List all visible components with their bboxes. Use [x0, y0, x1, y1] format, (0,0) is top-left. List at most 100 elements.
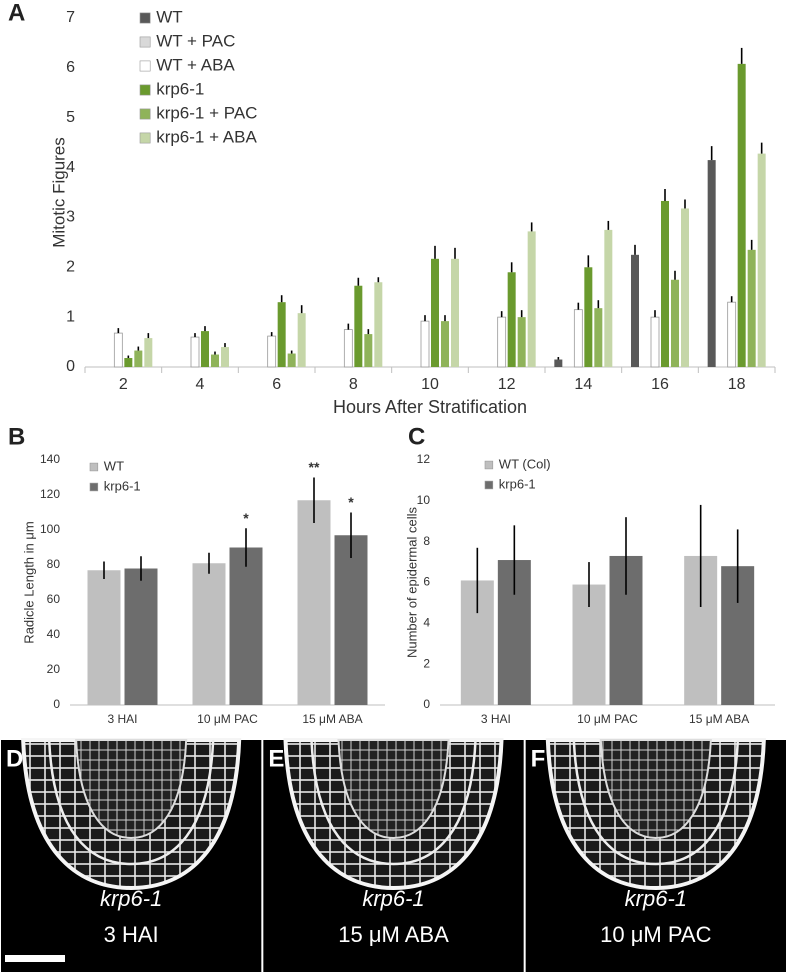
- y-tick-label: 60: [47, 592, 61, 606]
- y-tick-label: 20: [47, 662, 61, 676]
- bar: [737, 63, 746, 368]
- legend-label: WT + PAC: [156, 31, 235, 50]
- x-tick-label: 2: [119, 376, 128, 393]
- bar: [297, 313, 306, 367]
- y-tick-label: 6: [66, 59, 75, 76]
- legend-label: krp6-1: [156, 79, 204, 98]
- y-tick-label: 3: [66, 209, 75, 226]
- root-stele: [337, 739, 450, 840]
- legend-swatch: [89, 462, 99, 472]
- x-tick-label: 14: [574, 376, 592, 393]
- legend-label: krp6-1: [104, 478, 141, 493]
- bar: [113, 332, 123, 368]
- x-tick-label: 12: [498, 376, 516, 393]
- y-tick-label: 7: [66, 9, 75, 26]
- bar: [554, 359, 563, 367]
- y-tick-label: 4: [66, 159, 75, 176]
- bar: [650, 316, 660, 368]
- bar: [431, 258, 439, 367]
- bar: [287, 353, 296, 367]
- legend-swatch: [139, 84, 151, 96]
- x-tick-label: 4: [196, 376, 205, 393]
- bar: [211, 354, 219, 367]
- legend-swatch: [89, 482, 99, 492]
- root-layer: [572, 739, 740, 866]
- x-tick-label: 10 μM PAC: [577, 712, 638, 726]
- legend-label: WT: [156, 7, 182, 26]
- caption-genotype: krp6-1: [362, 886, 424, 911]
- significance-label: *: [348, 494, 354, 510]
- legend-label: krp6-1 + ABA: [156, 127, 257, 146]
- legend-label: WT + ABA: [156, 55, 235, 74]
- root-stele: [599, 739, 712, 840]
- y-tick-label: 2: [66, 259, 75, 276]
- legend-label: WT: [104, 458, 124, 473]
- bar: [343, 329, 353, 368]
- bar: [507, 272, 516, 367]
- caption-genotype: krp6-1: [100, 886, 162, 911]
- bar: [727, 301, 737, 368]
- bar: [297, 500, 331, 705]
- bar: [631, 254, 639, 367]
- y-tick-label: 8: [423, 534, 430, 548]
- bar: [354, 285, 363, 367]
- legend-swatch: [484, 480, 494, 490]
- bar: [757, 153, 766, 367]
- panel-label: E: [268, 745, 284, 772]
- bar: [229, 547, 263, 705]
- caption-treatment: 10 μM PAC: [600, 922, 711, 947]
- bar: [420, 320, 430, 368]
- bar: [681, 208, 689, 367]
- x-tick-label: 10 μM PAC: [197, 712, 258, 726]
- y-tick-label: 1: [66, 308, 75, 325]
- root-layer: [310, 739, 477, 866]
- y-tick-label: 120: [40, 487, 60, 501]
- panel-label: B: [8, 423, 25, 450]
- legend-swatch: [139, 12, 151, 24]
- x-tick-label: 8: [349, 376, 358, 393]
- bar: [334, 535, 368, 705]
- bar: [594, 308, 603, 367]
- bar: [190, 336, 200, 368]
- bar: [584, 267, 593, 367]
- y-tick-label: 12: [417, 452, 431, 466]
- legend-label: WT (Col): [499, 456, 551, 471]
- bar: [201, 331, 209, 367]
- legend-swatch: [139, 36, 151, 48]
- x-tick-label: 15 μM ABA: [689, 712, 749, 726]
- y-axis-title: Radicle Length in μm: [21, 521, 36, 643]
- bar: [267, 335, 277, 368]
- scale-bar: [5, 955, 65, 962]
- bar: [671, 279, 679, 367]
- y-axis-title: Mitotic Figures: [49, 137, 68, 248]
- bar: [144, 338, 153, 367]
- legend-swatch: [139, 108, 151, 120]
- root-layer: [47, 739, 215, 866]
- y-axis-title: Number of epidermal cells: [404, 507, 419, 659]
- x-tick-label: 16: [651, 376, 669, 393]
- panel-label: F: [531, 745, 546, 772]
- y-tick-label: 5: [66, 109, 75, 126]
- caption-genotype: krp6-1: [625, 886, 687, 911]
- root-stele: [75, 739, 188, 840]
- x-tick-label: 6: [272, 376, 281, 393]
- bar: [374, 282, 383, 367]
- y-tick-label: 100: [40, 522, 60, 536]
- bar: [124, 568, 158, 705]
- panel-label: D: [6, 745, 23, 772]
- legend-label: krp6-1 + PAC: [156, 103, 257, 122]
- x-tick-label: 10: [421, 376, 439, 393]
- bar: [192, 563, 226, 705]
- bar: [661, 200, 669, 367]
- bar: [87, 570, 121, 705]
- x-tick-label: 15 μM ABA: [302, 712, 362, 726]
- y-tick-label: 80: [47, 557, 61, 571]
- legend-label: krp6-1: [499, 476, 536, 491]
- x-tick-label: 3 HAI: [481, 712, 511, 726]
- x-tick-label: 3 HAI: [107, 712, 137, 726]
- x-tick-label: 18: [728, 376, 746, 393]
- significance-label: *: [243, 510, 249, 526]
